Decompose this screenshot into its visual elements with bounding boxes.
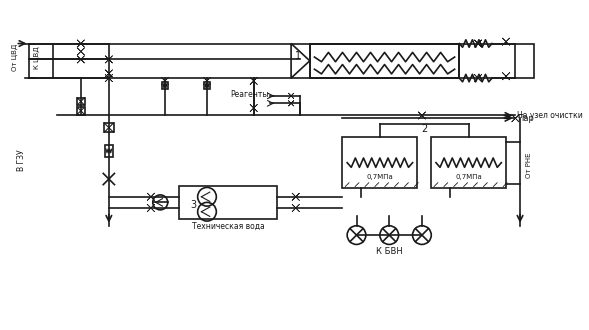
Polygon shape (105, 56, 112, 63)
Polygon shape (147, 193, 155, 201)
Bar (310, 44, 459, 78)
Bar (342, 137, 417, 188)
Polygon shape (502, 73, 509, 80)
Polygon shape (147, 204, 155, 212)
Polygon shape (77, 48, 85, 55)
Polygon shape (161, 77, 168, 84)
Text: 2: 2 (421, 124, 428, 135)
Polygon shape (203, 77, 211, 84)
Text: 3: 3 (190, 200, 196, 210)
Polygon shape (105, 70, 112, 77)
Text: 1: 1 (294, 51, 301, 61)
Text: Техническая вода: Техническая вода (191, 222, 264, 231)
Polygon shape (292, 193, 299, 201)
Polygon shape (105, 74, 112, 82)
Polygon shape (474, 40, 482, 47)
Text: На узел очистки: На узел очистки (517, 111, 583, 120)
Polygon shape (250, 77, 257, 84)
Polygon shape (292, 204, 299, 212)
Text: 0,7МПа: 0,7МПа (366, 174, 393, 180)
Bar (162, 82, 168, 89)
Bar (105, 146, 112, 157)
Text: 0,7МПа: 0,7МПа (455, 174, 482, 180)
Bar (77, 98, 85, 105)
Bar (104, 123, 114, 132)
Text: От РНЕ: От РНЕ (527, 152, 532, 178)
Polygon shape (161, 77, 168, 84)
Polygon shape (502, 73, 509, 80)
Polygon shape (105, 56, 112, 63)
Polygon shape (474, 74, 482, 82)
Polygon shape (77, 40, 85, 47)
Polygon shape (203, 77, 211, 84)
Polygon shape (288, 93, 294, 99)
Polygon shape (292, 204, 299, 212)
Bar (204, 82, 210, 89)
Text: К ЦВД: К ЦВД (34, 46, 40, 69)
Bar (179, 185, 277, 219)
Polygon shape (147, 193, 155, 201)
Bar (310, 44, 459, 78)
Polygon shape (77, 56, 85, 63)
Polygon shape (250, 104, 257, 112)
Polygon shape (512, 115, 519, 122)
Bar (515, 44, 534, 78)
Polygon shape (77, 40, 85, 47)
Bar (77, 107, 85, 115)
Polygon shape (474, 40, 482, 47)
Text: Пар: Пар (517, 114, 534, 123)
Polygon shape (77, 48, 85, 55)
Polygon shape (292, 193, 299, 201)
Polygon shape (502, 38, 509, 46)
Polygon shape (288, 93, 294, 99)
Polygon shape (418, 112, 426, 119)
Polygon shape (502, 38, 509, 46)
Text: К БВН: К БВН (376, 248, 403, 256)
Polygon shape (250, 104, 257, 112)
Polygon shape (288, 101, 294, 106)
Polygon shape (77, 56, 85, 63)
Polygon shape (418, 112, 426, 119)
Polygon shape (474, 74, 482, 82)
Polygon shape (105, 74, 112, 82)
Bar (431, 137, 506, 188)
Text: Реагенты: Реагенты (230, 90, 269, 99)
Polygon shape (147, 204, 155, 212)
Polygon shape (250, 77, 257, 84)
Polygon shape (512, 115, 519, 122)
Polygon shape (105, 70, 112, 77)
Text: В ГЗУ: В ГЗУ (18, 149, 27, 171)
Polygon shape (288, 101, 294, 106)
Text: От ЦВД: От ЦВД (12, 44, 18, 71)
